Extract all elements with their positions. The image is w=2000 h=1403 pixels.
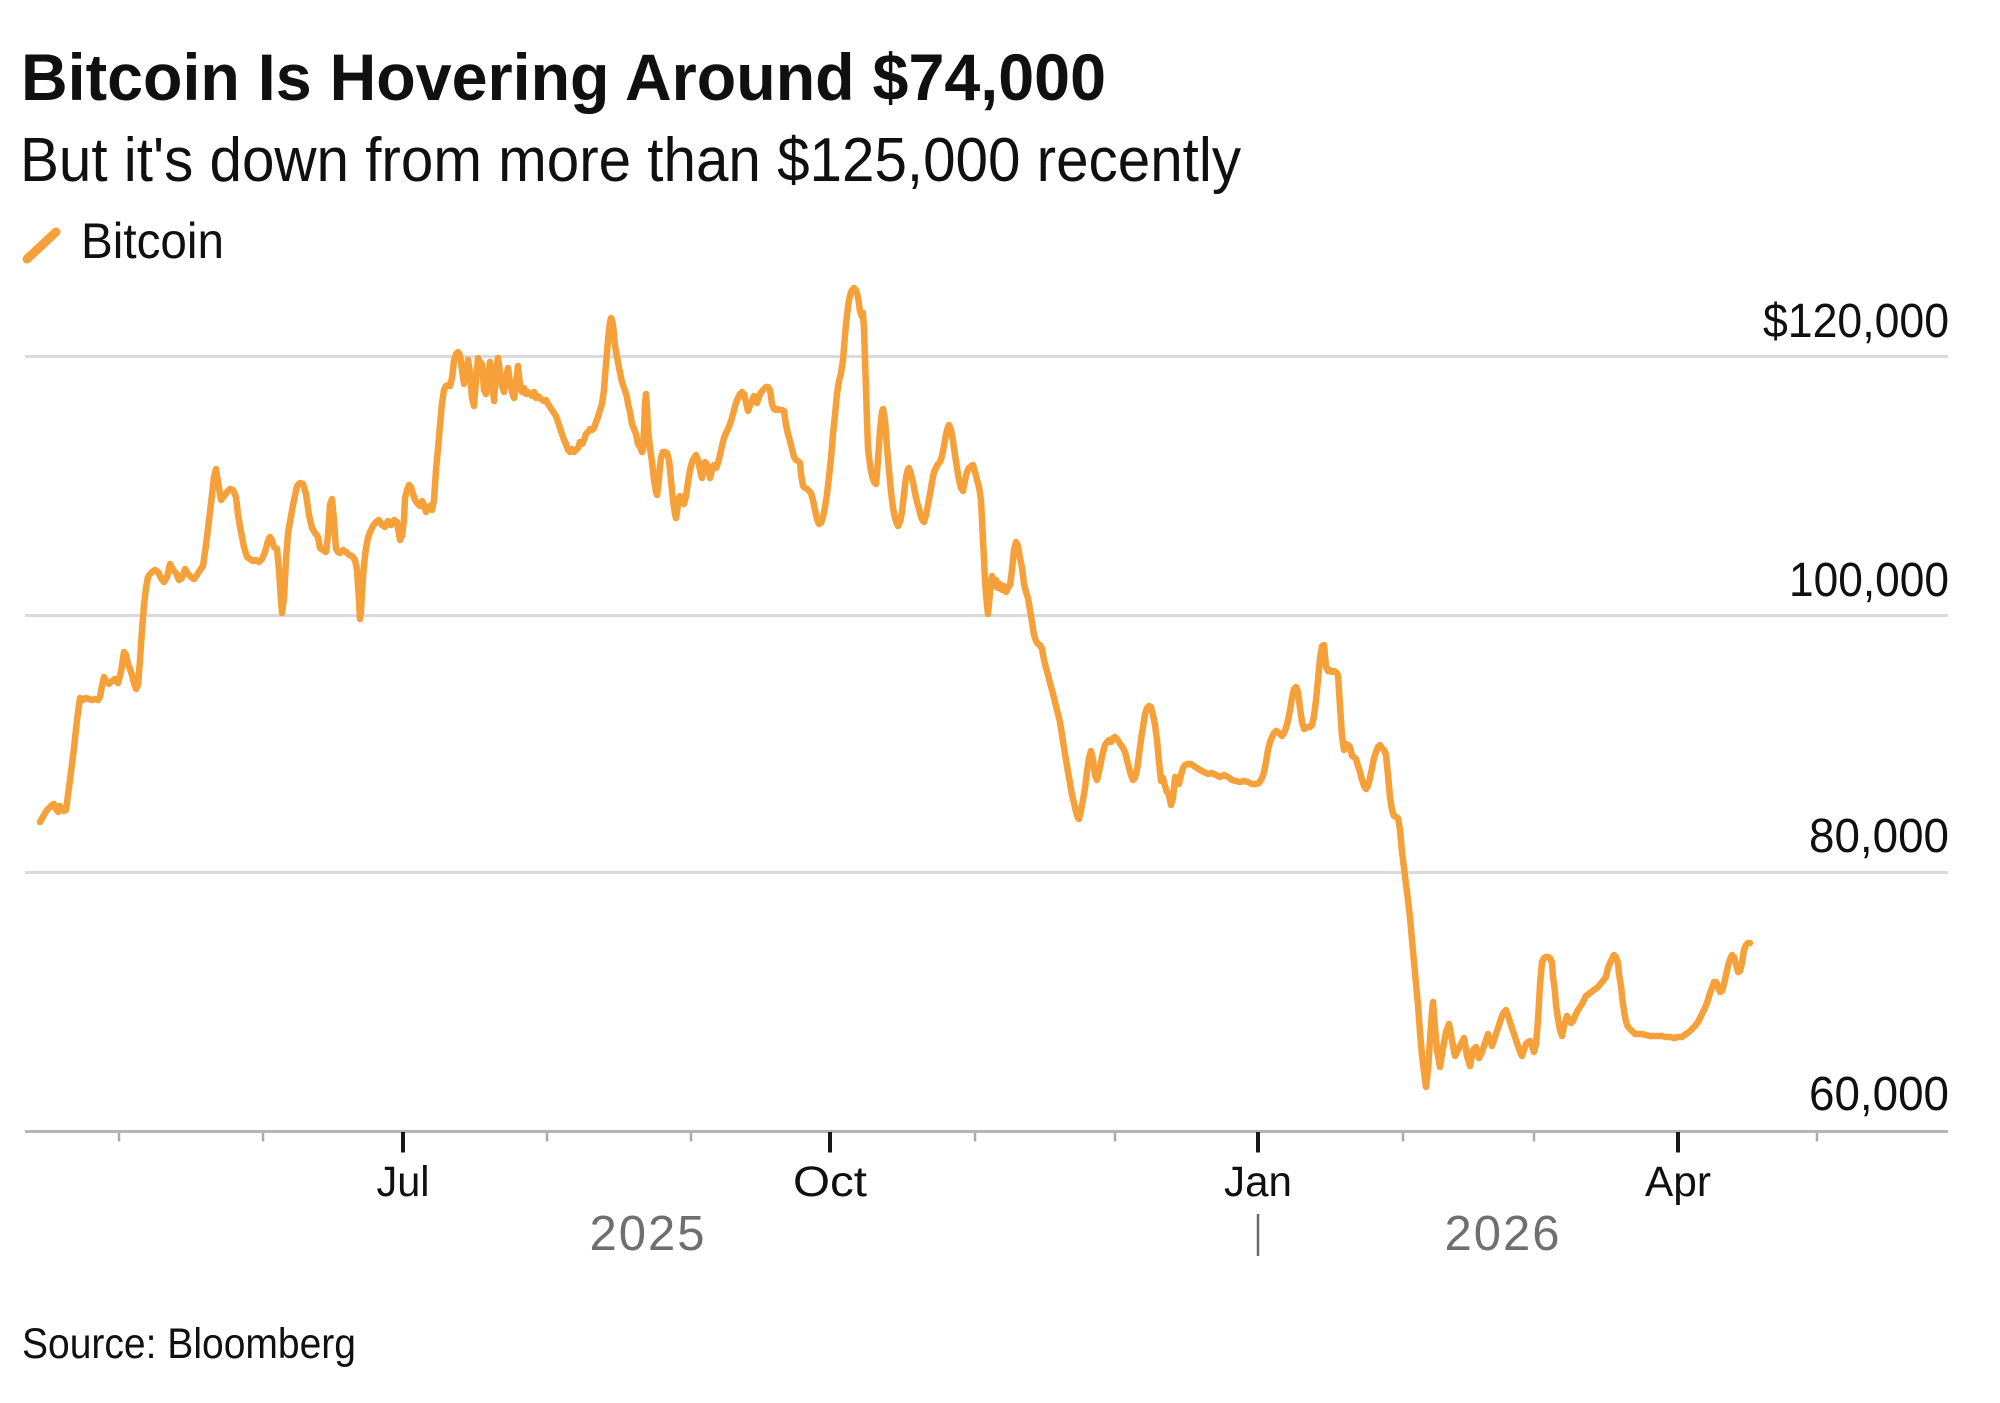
svg-text:Bitcoin: Bitcoin [81, 213, 224, 269]
svg-text:100,000: 100,000 [1789, 554, 1949, 607]
svg-text:2025: 2025 [589, 1207, 706, 1261]
svg-text:2026: 2026 [1444, 1207, 1561, 1261]
svg-text:Source: Bloomberg: Source: Bloomberg [22, 1320, 356, 1368]
svg-text:Oct: Oct [793, 1158, 867, 1206]
svg-text:Bitcoin Is Hovering Around $74: Bitcoin Is Hovering Around $74,000 [21, 40, 1106, 114]
svg-text:$120,000: $120,000 [1763, 295, 1949, 348]
svg-text:80,000: 80,000 [1809, 810, 1949, 863]
svg-text:Jan: Jan [1224, 1158, 1292, 1206]
svg-text:60,000: 60,000 [1809, 1068, 1949, 1121]
svg-text:Apr: Apr [1645, 1158, 1711, 1206]
svg-text:But it's down from more than $: But it's down from more than $125,000 re… [20, 126, 1241, 195]
svg-text:Jul: Jul [377, 1158, 430, 1206]
